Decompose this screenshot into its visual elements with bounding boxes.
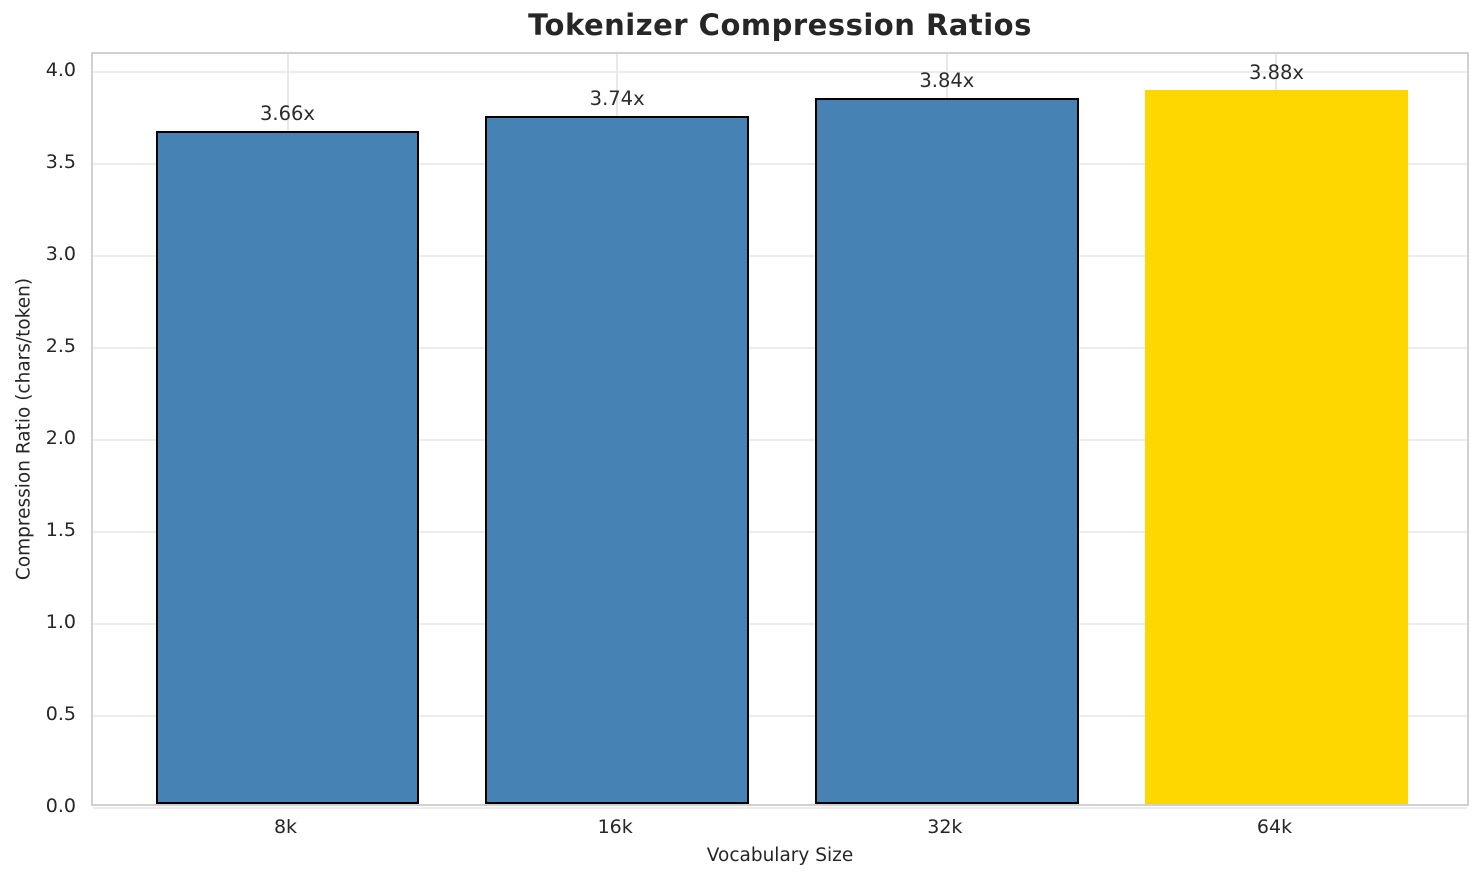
y-tick-label: 4.0	[45, 59, 76, 82]
gridline-horizontal	[93, 807, 1467, 809]
gridline-horizontal	[93, 347, 1467, 350]
y-tick-label: 3.5	[45, 151, 76, 174]
x-tick-label-64k: 64k	[1256, 816, 1293, 838]
gridline-horizontal	[93, 163, 1467, 166]
x-tick-label-32k: 32k	[927, 816, 963, 838]
y-tick-label: 2.0	[45, 427, 76, 450]
gridline-horizontal	[93, 623, 1467, 626]
y-tick-label: 2.5	[45, 335, 76, 358]
gridline-horizontal	[93, 715, 1467, 718]
gridline-horizontal	[93, 71, 1467, 74]
gridline-horizontal	[93, 531, 1467, 534]
chart-title: Tokenizer Compression Ratios	[528, 8, 1032, 42]
x-axis-label: Vocabulary Size	[706, 845, 854, 866]
gridline-horizontal	[93, 255, 1467, 258]
y-tick-label: 3.0	[45, 243, 76, 266]
plot-area: 3.66x 3.74x 3.84x 3.88x	[91, 52, 1469, 809]
y-tick-label: 1.5	[45, 519, 76, 542]
bar-16k	[485, 116, 750, 804]
bar-8k	[155, 130, 420, 804]
bar-value-label: 3.88x	[1249, 61, 1304, 85]
gridline-horizontal	[93, 439, 1467, 442]
x-tick-label-16k: 16k	[597, 816, 633, 838]
y-tick-label: 0.5	[45, 703, 76, 726]
y-tick-label: 0.0	[45, 795, 76, 817]
bar-32k	[814, 97, 1079, 804]
x-tick-label-8k: 8k	[273, 816, 298, 838]
bar-64k	[1144, 90, 1409, 804]
bar-value-label: 3.74x	[589, 87, 645, 111]
y-tick-label: 1.0	[45, 611, 76, 634]
bar-value-label: 3.84x	[919, 68, 975, 92]
bar-value-label: 3.66x	[260, 101, 315, 125]
